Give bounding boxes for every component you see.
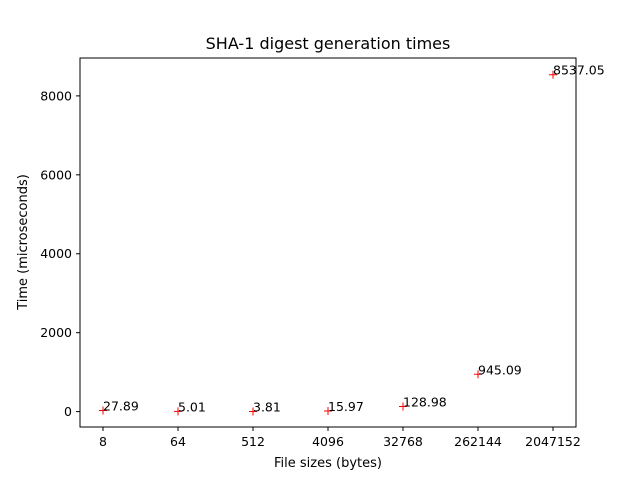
data-label: 128.98 — [403, 395, 447, 410]
x-tick-label: 32768 — [383, 434, 423, 449]
y-axis-label: Time (microseconds) — [16, 174, 31, 311]
chart-title: SHA-1 digest generation times — [206, 34, 451, 53]
x-tick-label: 4096 — [312, 434, 344, 449]
x-axis: 8 64 512 4096 32768 262144 2047152 — [99, 427, 581, 449]
data-label: 8537.05 — [553, 63, 605, 78]
data-label: 3.81 — [253, 399, 281, 414]
y-axis: 0 2000 4000 6000 8000 — [40, 88, 80, 419]
data-labels: 27.89 5.01 3.81 15.97 128.98 945.09 8537.05 — [103, 63, 605, 415]
x-tick-label: 2047152 — [525, 434, 581, 449]
x-tick-label: 262144 — [454, 434, 502, 449]
data-points — [99, 70, 557, 416]
data-point — [549, 70, 557, 79]
y-tick-label: 8000 — [40, 88, 72, 103]
data-label: 5.01 — [178, 399, 206, 414]
data-point — [174, 407, 182, 416]
data-point — [324, 406, 332, 415]
y-tick-label: 6000 — [40, 167, 72, 182]
data-point — [474, 370, 482, 379]
y-tick-label: 2000 — [40, 325, 72, 340]
x-tick-label: 64 — [170, 434, 186, 449]
x-tick-label: 8 — [99, 434, 107, 449]
y-tick-label: 0 — [64, 404, 72, 419]
x-axis-label: File sizes (bytes) — [274, 456, 382, 471]
data-label: 15.97 — [328, 399, 364, 414]
data-point — [99, 406, 107, 415]
y-tick-label: 4000 — [40, 246, 72, 261]
data-point — [399, 402, 407, 411]
data-label: 945.09 — [478, 362, 522, 377]
x-tick-label: 512 — [241, 434, 265, 449]
data-label: 27.89 — [103, 399, 139, 414]
data-point — [249, 407, 257, 416]
